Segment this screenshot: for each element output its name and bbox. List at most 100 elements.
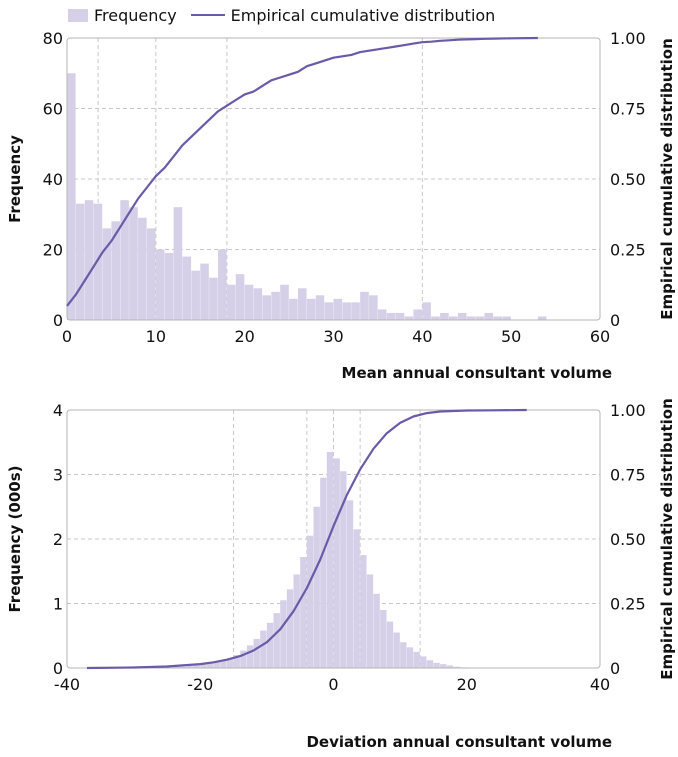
histogram-bar (484, 312, 494, 320)
histogram-bar (313, 506, 320, 668)
histogram-bar (466, 316, 476, 320)
y-axis-label: Frequency (6, 135, 24, 223)
y-tick-label: 40 (43, 170, 63, 189)
histogram-bar (369, 295, 378, 320)
histogram-bar (420, 656, 427, 668)
histogram-bar (333, 298, 343, 320)
histogram-bar (446, 665, 454, 668)
histogram-bar (260, 630, 267, 668)
histogram-bar (173, 207, 183, 320)
histogram-bar (289, 298, 298, 320)
histogram-bar (537, 316, 547, 320)
histogram-bar (209, 277, 218, 320)
x-tick-label: -40 (54, 675, 80, 694)
y-tick-label: 80 (43, 29, 63, 48)
histogram-bar (218, 249, 227, 320)
histogram-bar (306, 535, 314, 668)
histogram-bar (182, 256, 192, 320)
histogram-bar (180, 666, 187, 668)
histogram-bar (193, 665, 200, 668)
histogram-bar (226, 658, 234, 668)
histogram-bar (360, 555, 367, 668)
y-tick-label: 0 (53, 659, 63, 678)
y-axis-label: Frequency (000s) (6, 466, 24, 613)
histogram-bar (266, 622, 274, 668)
histogram-bar (111, 221, 120, 320)
histogram-bar (377, 309, 387, 320)
y-tick-label: 60 (43, 100, 63, 119)
histogram-bar (200, 664, 207, 668)
y2-tick-label: 0.25 (610, 595, 646, 614)
histogram-bar (426, 660, 434, 668)
histogram-bar (297, 288, 307, 320)
x-tick-label: 20 (234, 327, 254, 346)
x-tick-label: 40 (412, 327, 432, 346)
y-tick-label: 20 (43, 241, 63, 260)
histogram-bar (102, 228, 112, 320)
histogram-bar (93, 203, 103, 320)
histogram-bar (433, 662, 440, 668)
histogram-bar (253, 288, 263, 320)
histogram-bar (280, 284, 289, 320)
histogram-bar (413, 651, 420, 668)
y2-tick-label: 0 (610, 311, 620, 330)
histogram-bar (400, 642, 407, 668)
histogram-bar (146, 228, 156, 320)
histogram-bar (351, 302, 360, 320)
histogram-bar (324, 302, 334, 320)
histogram-bar (75, 203, 85, 320)
chart-1: 0 10 20 30 40 50 6002040608000.250.500.751.00M… (6, 29, 676, 382)
y2-tick-label: 1.00 (610, 401, 646, 420)
histogram-bar (120, 200, 129, 320)
legend-frequency-label: Frequency (94, 5, 177, 25)
legend-ecdf-label: Empirical cumulative distribution (230, 5, 496, 25)
histogram-bar (191, 270, 200, 320)
histogram-bar (273, 613, 280, 668)
histogram-bar (306, 298, 316, 320)
ecdf-line (66, 36, 538, 307)
histogram-bar (220, 660, 227, 668)
histogram-bar (262, 295, 272, 320)
histogram-bar (475, 316, 485, 320)
y2-tick-label: 0 (610, 659, 620, 678)
y-tick-label: 2 (53, 530, 63, 549)
histogram-bar (280, 600, 287, 668)
histogram-bar (366, 574, 374, 668)
histogram-bar (235, 274, 245, 320)
histogram-bar (346, 500, 354, 668)
histogram-bar (213, 661, 220, 668)
y2-tick-label: 1.00 (610, 29, 646, 48)
histogram-bar (206, 662, 214, 668)
histogram-bar (240, 650, 247, 668)
x-axis-label: Deviation annual consultant volume (306, 733, 612, 751)
y-tick-label: 3 (53, 466, 63, 485)
y2-tick-label: 0.75 (610, 466, 646, 485)
histogram-bar (253, 638, 260, 668)
histogram-bar (440, 312, 449, 320)
histogram-bar (353, 529, 360, 668)
x-tick-label: 0 (328, 675, 338, 694)
y-tick-label: 1 (53, 595, 63, 614)
y2-axis-label: Empirical cumulative distribution (658, 398, 676, 680)
histogram-bar (457, 312, 467, 320)
histogram-bar (502, 316, 511, 320)
histogram-bar (233, 655, 240, 668)
plot-frame (66, 37, 601, 321)
plot-frame (66, 409, 601, 669)
histogram-bar (406, 647, 414, 668)
histogram-bar (129, 207, 138, 320)
histogram-bar (164, 253, 174, 320)
histogram-bar (373, 593, 380, 668)
histogram-bar (84, 200, 94, 320)
histogram-bar (360, 291, 369, 320)
histogram-bar (326, 451, 334, 668)
histogram-bar (340, 471, 347, 668)
chart-2: -40 -20 0 20 400123400.250.500.751.00Deviati… (6, 398, 676, 751)
x-tick-label: 0 (62, 327, 72, 346)
histogram-bar (244, 284, 254, 320)
histogram-bar (200, 263, 209, 320)
histogram-bar (173, 666, 180, 668)
histogram-bar (155, 249, 165, 320)
histogram-bar (333, 458, 340, 668)
